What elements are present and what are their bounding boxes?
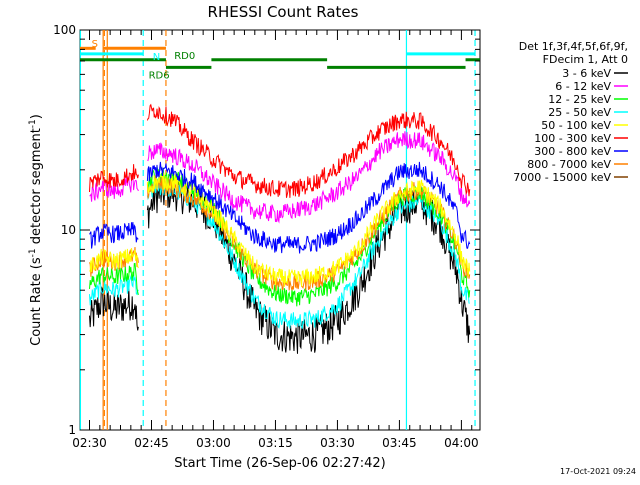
flag-label: RD6 xyxy=(149,70,170,81)
flag-label: RD0 xyxy=(174,51,195,62)
y-tick-label: 1 xyxy=(68,423,76,437)
annotation-layer: S N RD6 RD0 xyxy=(79,30,480,430)
legend-item-label: 12 - 25 keV xyxy=(548,93,611,106)
x-tick-label: 03:15 xyxy=(258,436,293,450)
legend-header-line-2: FDecim 1, Att 0 xyxy=(543,53,628,66)
plot-frame xyxy=(79,29,481,431)
y-tick-label: 100 xyxy=(53,23,76,37)
series-line xyxy=(89,176,471,354)
series-line xyxy=(89,131,471,224)
x-tick-label: 03:45 xyxy=(382,436,417,450)
legend-item-label: 800 - 7000 keV xyxy=(527,158,611,171)
flag-label: S xyxy=(92,39,98,50)
footer-timestamp: 17-Oct-2021 09:24 xyxy=(560,467,636,476)
legend-item-label: 300 - 800 keV xyxy=(534,145,611,158)
series-layer xyxy=(89,103,471,354)
legend-header-line-1: Det 1f,3f,4f,5f,6f,9f, xyxy=(519,40,628,53)
flag-label: N xyxy=(153,52,160,63)
series-line xyxy=(89,103,471,198)
x-tick-label: 02:30 xyxy=(72,436,107,450)
y-axis-label: Count Rate (s-1 detector segment-1) xyxy=(28,114,44,346)
x-tick-label: 03:30 xyxy=(320,436,355,450)
chart-title: RHESSI Count Rates xyxy=(208,3,359,21)
x-tick-label: 03:00 xyxy=(196,436,231,450)
legend-item-label: 7000 - 15000 keV xyxy=(513,171,611,184)
legend-item-label: 100 - 300 keV xyxy=(534,132,611,145)
x-tick-label: 02:45 xyxy=(134,436,169,450)
legend-item-label: 6 - 12 keV xyxy=(555,80,611,93)
x-axis-label: Start Time (26-Sep-06 02:27:42) xyxy=(174,456,385,471)
series-line xyxy=(89,172,471,287)
legend-item-label: 50 - 100 keV xyxy=(541,119,611,132)
legend: Det 1f,3f,4f,5f,6f,9f, FDecim 1, Att 0 3… xyxy=(513,40,628,184)
legend-item-label: 25 - 50 keV xyxy=(548,106,611,119)
axis-layer: 1 10 100 02:30 02:45 03:00 03:15 03:30 03:45 04:0… xyxy=(53,23,480,450)
x-tick-label: 04:00 xyxy=(444,436,479,450)
y-tick-label: 10 xyxy=(61,223,76,237)
legend-item-label: 3 - 6 keV xyxy=(562,67,611,80)
series-line xyxy=(89,161,471,254)
